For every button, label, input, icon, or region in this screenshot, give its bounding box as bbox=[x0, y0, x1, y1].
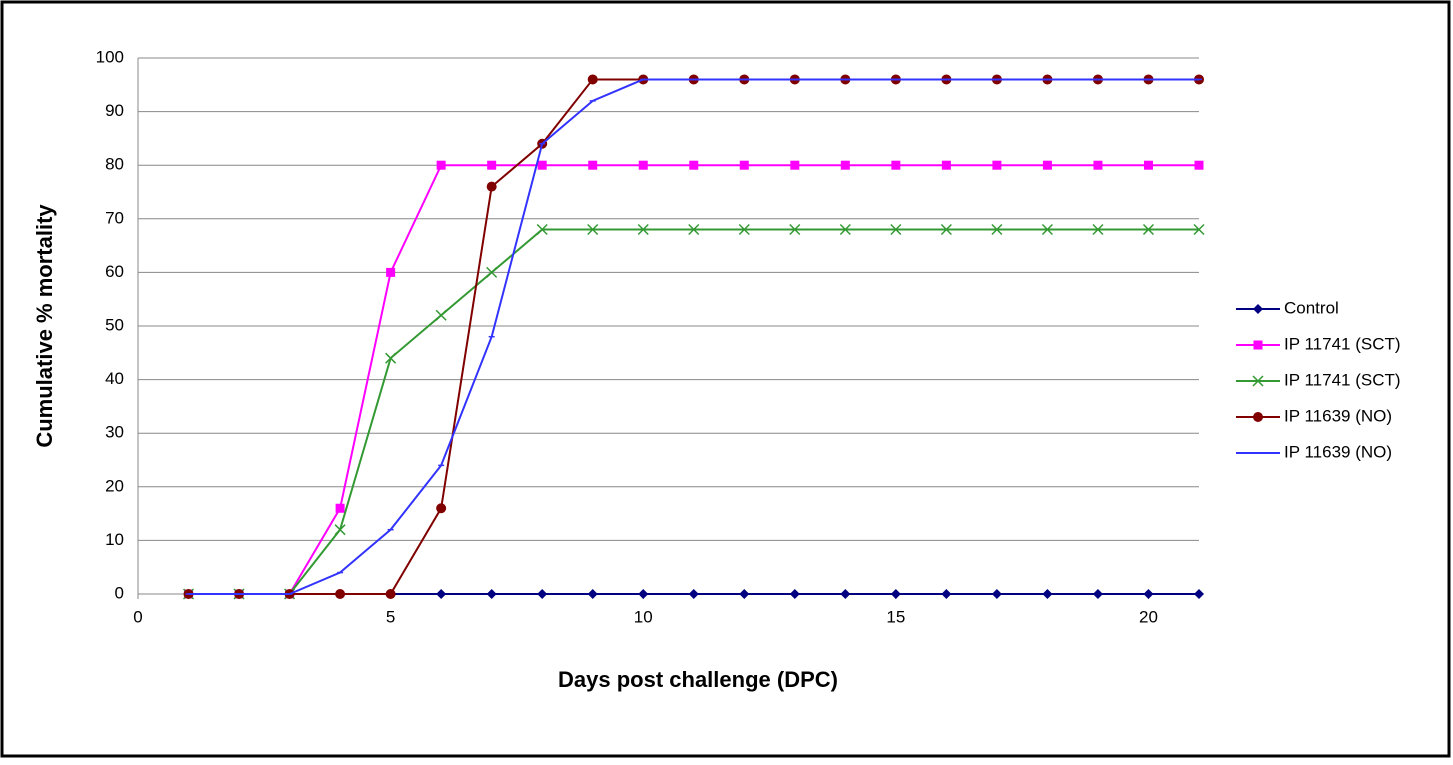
marker bbox=[537, 160, 547, 170]
marker bbox=[941, 589, 952, 599]
marker bbox=[587, 223, 599, 236]
marker bbox=[588, 160, 598, 170]
y-tick-label: 80 bbox=[105, 155, 124, 174]
marker bbox=[891, 160, 901, 170]
y-tick-label: 50 bbox=[105, 315, 124, 334]
marker bbox=[1092, 223, 1104, 236]
marker bbox=[739, 160, 749, 170]
y-tick-label: 0 bbox=[115, 583, 124, 602]
y-tick-label: 60 bbox=[105, 262, 124, 281]
y-tick-label: 70 bbox=[105, 208, 124, 227]
marker bbox=[587, 589, 598, 599]
marker bbox=[334, 524, 346, 536]
marker bbox=[1252, 375, 1264, 387]
marker bbox=[587, 74, 598, 85]
marker bbox=[1143, 589, 1154, 599]
marker bbox=[991, 589, 1002, 599]
x-tick-label: 10 bbox=[634, 607, 653, 626]
marker bbox=[992, 160, 1002, 170]
marker bbox=[940, 223, 952, 236]
marker bbox=[638, 160, 648, 170]
marker bbox=[1194, 160, 1204, 170]
x-tick-label: 0 bbox=[133, 607, 142, 626]
marker bbox=[436, 160, 446, 170]
y-tick-label: 90 bbox=[105, 101, 124, 120]
y-tick-label: 20 bbox=[105, 476, 124, 495]
marker bbox=[436, 503, 447, 514]
marker bbox=[536, 223, 548, 236]
marker bbox=[1194, 589, 1204, 599]
marker bbox=[941, 160, 951, 170]
x-tick-label: 5 bbox=[386, 607, 395, 626]
legend-label: IP 11741 (SCT) bbox=[1284, 370, 1401, 389]
x-axis-label: Days post challenge (DPC) bbox=[558, 667, 838, 692]
marker bbox=[487, 160, 497, 170]
marker bbox=[689, 160, 699, 170]
marker bbox=[790, 160, 800, 170]
marker bbox=[739, 589, 750, 599]
marker bbox=[1143, 160, 1153, 170]
marker bbox=[840, 589, 851, 599]
marker bbox=[789, 589, 800, 599]
marker bbox=[435, 309, 447, 321]
marker bbox=[1253, 412, 1263, 422]
marker bbox=[1041, 223, 1053, 236]
marker bbox=[1253, 340, 1263, 350]
marker bbox=[537, 589, 548, 599]
marker bbox=[1142, 223, 1155, 236]
marker bbox=[335, 589, 346, 599]
marker bbox=[1093, 160, 1103, 170]
marker bbox=[840, 160, 850, 170]
marker bbox=[386, 267, 396, 277]
marker bbox=[637, 223, 649, 236]
marker bbox=[738, 223, 750, 236]
marker bbox=[890, 589, 901, 599]
y-tick-label: 10 bbox=[105, 530, 124, 549]
marker bbox=[486, 266, 498, 278]
marker bbox=[1042, 160, 1052, 170]
y-tick-label: 30 bbox=[105, 423, 124, 442]
x-tick-label: 20 bbox=[1139, 607, 1158, 626]
y-tick-label: 100 bbox=[96, 47, 124, 66]
marker bbox=[688, 589, 699, 599]
marker bbox=[1092, 589, 1103, 599]
marker bbox=[1193, 223, 1205, 236]
marker bbox=[436, 589, 447, 599]
marker bbox=[688, 223, 700, 236]
legend-label: IP 11639 (NO) bbox=[1284, 406, 1392, 425]
x-tick-label: 15 bbox=[886, 607, 905, 626]
legend-label: IP 11741 (SCT) bbox=[1284, 334, 1401, 353]
marker bbox=[638, 589, 649, 599]
marker bbox=[839, 223, 851, 236]
legend-label: IP 11639 (NO) bbox=[1284, 442, 1392, 461]
marker bbox=[385, 589, 396, 599]
y-axis-label: Cumulative % mortality bbox=[32, 204, 57, 448]
marker bbox=[789, 223, 801, 236]
marker bbox=[1042, 589, 1053, 599]
y-tick-label: 40 bbox=[105, 369, 124, 388]
legend-label: Control bbox=[1284, 298, 1339, 317]
marker bbox=[486, 181, 497, 192]
marker bbox=[335, 503, 345, 513]
marker bbox=[385, 352, 397, 364]
marker bbox=[991, 223, 1003, 236]
marker bbox=[890, 223, 902, 236]
marker bbox=[1253, 304, 1263, 314]
marker bbox=[486, 589, 497, 599]
